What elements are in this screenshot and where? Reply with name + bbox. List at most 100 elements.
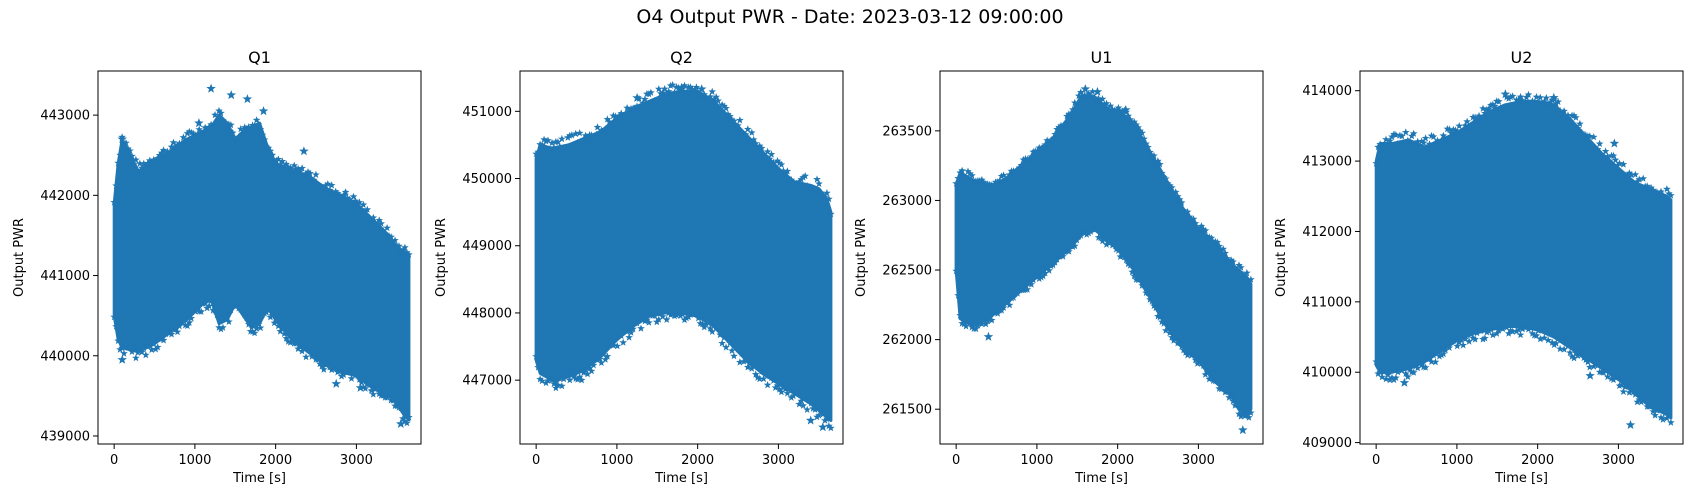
data-point: [653, 96, 661, 104]
data-point: [1643, 182, 1651, 190]
data-point: [171, 325, 180, 333]
data-point: [1029, 276, 1038, 284]
data-point: [1207, 234, 1216, 242]
data-point: [146, 156, 154, 164]
data-point: [1609, 375, 1618, 384]
data-point: [395, 242, 403, 250]
data-point: [268, 311, 277, 319]
data-point: [345, 366, 354, 374]
data-point: [1225, 393, 1233, 401]
data-point: [1629, 179, 1638, 187]
data-point: [1063, 112, 1071, 120]
data-point: [779, 166, 788, 175]
data-point: [558, 382, 566, 390]
data-point: [361, 384, 370, 392]
data-point: [185, 318, 194, 326]
data-point: [1197, 222, 1206, 230]
data-point: [126, 146, 134, 154]
data-points: [1372, 89, 1675, 429]
data-point: [1457, 336, 1465, 344]
data-point: [1001, 175, 1010, 183]
data-point: [753, 146, 762, 154]
data-point: [978, 175, 986, 184]
data-point: [286, 338, 294, 346]
data-point: [1059, 122, 1067, 130]
data-point: [550, 143, 558, 151]
data-point: [978, 320, 986, 328]
data-point: [1597, 153, 1606, 161]
data-point: [296, 342, 304, 351]
data-point: [1088, 87, 1097, 95]
data-point: [201, 123, 209, 131]
data-point: [1536, 335, 1545, 343]
data-point: [694, 90, 703, 98]
data-point: [1092, 86, 1103, 96]
data-point: [1067, 109, 1075, 118]
data-point: [585, 364, 594, 372]
data-point: [304, 345, 312, 353]
x-axis-label: Time [s]: [654, 471, 708, 486]
data-point: [207, 120, 215, 128]
data-points: [532, 80, 835, 432]
data-point: [1540, 97, 1549, 105]
data-point: [1037, 273, 1045, 281]
data-point: [765, 372, 774, 380]
data-point: [1003, 174, 1012, 182]
data-point: [1637, 184, 1645, 192]
data-point: [140, 159, 148, 167]
data-point: [357, 205, 366, 213]
data-point: [742, 356, 750, 365]
data-point: [591, 134, 600, 142]
data-point: [195, 125, 203, 133]
data-point: [611, 333, 620, 341]
data-point: [825, 195, 833, 203]
data-point: [288, 333, 296, 341]
data-point: [327, 181, 336, 189]
data-point: [110, 313, 118, 321]
data-point: [215, 106, 223, 115]
data-point: [757, 367, 766, 375]
data-point: [175, 322, 184, 330]
y-axis-label: Output PWR: [854, 218, 869, 297]
data-point: [815, 179, 823, 187]
data-point: [568, 368, 576, 376]
data-point: [363, 205, 372, 213]
data-point: [116, 151, 124, 159]
data-point: [617, 109, 625, 117]
data-point: [219, 323, 227, 331]
data-point: [995, 176, 1004, 184]
data-point: [1193, 224, 1202, 232]
data-point: [577, 137, 586, 145]
data-point: [787, 393, 796, 401]
data-point: [1477, 117, 1485, 125]
data-point: [1177, 198, 1186, 206]
data-point: [1611, 156, 1620, 164]
data-point: [575, 129, 584, 137]
data-point: [1415, 359, 1424, 367]
data-point: [1574, 124, 1582, 132]
data-point: [266, 147, 275, 155]
data-point: [599, 350, 608, 358]
data-point: [1619, 160, 1628, 168]
data-point: [1471, 113, 1479, 121]
data-point: [227, 121, 235, 129]
data-point: [712, 93, 720, 101]
data-point: [954, 174, 962, 182]
data-point: [1005, 170, 1014, 178]
data-point: [1663, 185, 1671, 193]
data-point: [1051, 130, 1059, 138]
data-point: [775, 385, 784, 393]
x-tick-label: 3000: [762, 453, 795, 468]
data-point: [322, 361, 330, 369]
data-point: [1086, 227, 1095, 235]
data-point: [613, 342, 622, 350]
data-point: [722, 343, 730, 351]
data-point: [655, 315, 663, 323]
data-point: [290, 161, 298, 169]
data-point: [1536, 93, 1545, 101]
data-point: [714, 322, 722, 330]
data-point: [223, 122, 231, 130]
data-point: [813, 175, 821, 183]
data-point: [254, 320, 263, 328]
